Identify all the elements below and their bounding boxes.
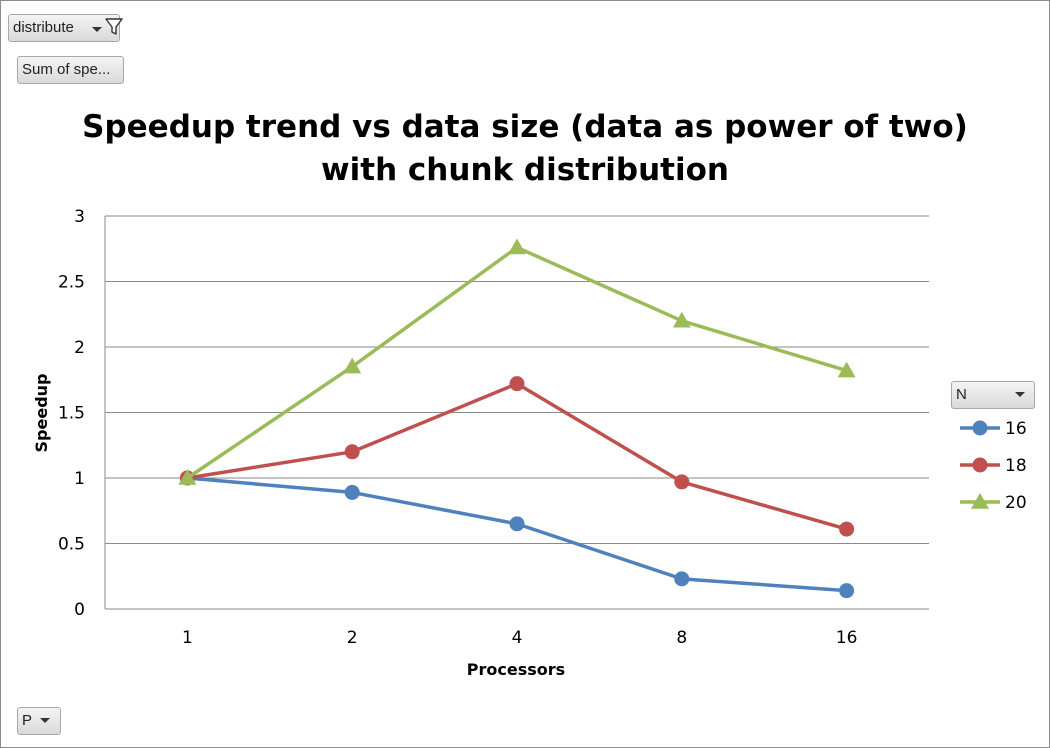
legend-label: 20 xyxy=(1005,493,1027,513)
axis-field-label: P xyxy=(22,712,33,729)
data-point xyxy=(509,516,525,532)
x-axis-title: Processors xyxy=(467,660,565,679)
y-tick-label: 3 xyxy=(74,207,85,227)
x-tick-label: 1 xyxy=(182,628,193,648)
legend-marker xyxy=(972,420,988,436)
data-point xyxy=(344,444,360,460)
y-tick-label: 2 xyxy=(74,338,85,358)
data-point xyxy=(509,376,525,392)
series-16 xyxy=(179,470,855,599)
series-line-18 xyxy=(185,381,849,531)
chevron-down-icon xyxy=(40,718,50,723)
filter-field-button[interactable]: distribute xyxy=(8,14,123,42)
legend-item-16: 16 xyxy=(960,419,1027,439)
series-20 xyxy=(178,238,856,485)
data-point xyxy=(837,361,856,378)
x-tick-label: 8 xyxy=(676,628,687,648)
data-point xyxy=(672,311,691,328)
x-tick-label: 2 xyxy=(347,628,358,648)
legend-item-18: 18 xyxy=(960,456,1027,476)
y-tick-label: 0 xyxy=(74,600,85,620)
data-point xyxy=(674,474,690,490)
legend-label: 16 xyxy=(1005,419,1027,439)
y-tick-label: 1.5 xyxy=(58,404,85,424)
series-line-20 xyxy=(185,245,849,480)
filter-field-label: distribute xyxy=(13,19,74,36)
chart-title-line1: Speedup trend vs data size (data as powe… xyxy=(82,109,968,145)
series-lines xyxy=(178,238,856,599)
series-field-button[interactable]: N xyxy=(951,381,1035,409)
x-tick-label: 4 xyxy=(512,628,523,648)
x-axis-ticks: 1 2 4 8 16 xyxy=(182,628,857,648)
chevron-down-icon xyxy=(1015,392,1025,397)
values-field-label: Sum of spe... xyxy=(22,61,111,78)
y-axis-title: Speedup xyxy=(32,374,51,453)
y-axis-ticks: 0 0.5 1 1.5 2 2.5 3 xyxy=(58,207,85,620)
filter-icon xyxy=(105,18,123,35)
legend-marker xyxy=(971,493,989,509)
legend-marker xyxy=(972,457,988,473)
chart-title-line2: with chunk distribution xyxy=(321,152,729,188)
data-point xyxy=(344,484,360,500)
data-point xyxy=(178,469,197,485)
data-point xyxy=(343,357,362,374)
data-point xyxy=(839,521,855,537)
data-point xyxy=(508,238,526,255)
series-field-label: N xyxy=(956,386,967,403)
values-field-button[interactable]: Sum of spe... xyxy=(17,56,124,84)
y-tick-label: 1 xyxy=(74,469,85,489)
axis-field-button[interactable]: P xyxy=(17,707,61,735)
x-tick-label: 16 xyxy=(836,628,858,648)
data-point xyxy=(674,571,690,587)
legend-item-20: 20 xyxy=(960,493,1027,513)
series-18 xyxy=(179,376,855,537)
data-point xyxy=(839,583,855,599)
series-line-16 xyxy=(185,476,849,593)
chevron-down-icon xyxy=(92,27,102,32)
y-tick-label: 2.5 xyxy=(58,273,85,293)
legend: 16 18 20 xyxy=(960,419,1027,513)
gridlines xyxy=(104,215,929,610)
legend-label: 18 xyxy=(1005,456,1027,476)
y-tick-label: 0.5 xyxy=(58,535,85,555)
